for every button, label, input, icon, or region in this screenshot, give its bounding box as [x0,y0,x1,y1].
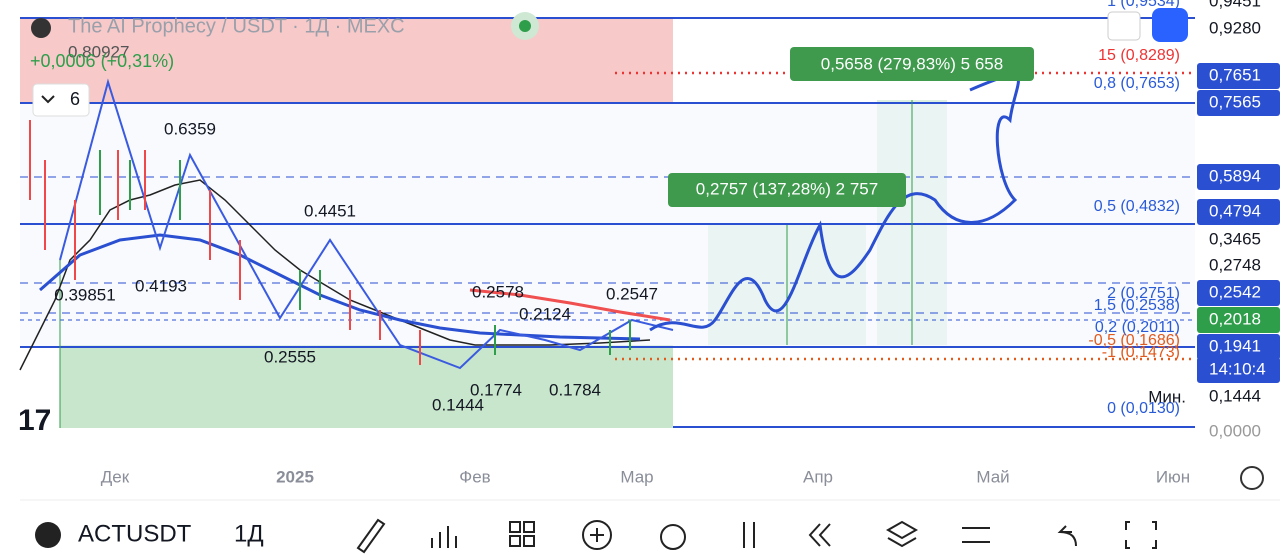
annotation: 0.1774 [470,380,522,399]
annotation: 0.2578 [472,282,524,301]
price-label-box [1197,199,1280,225]
candles [99,150,631,355]
measure-label: 0,2757 (137,28%) 2 757 [696,179,878,198]
price-label: 14:10:4 [1209,359,1266,378]
logo: 17 [18,404,51,437]
toolbar-symbol[interactable]: ACTUSDT [78,520,192,547]
price-label: 0,7651 [1209,65,1261,84]
ma-line [39,233,641,341]
annotation: 0.1784 [549,380,601,399]
fib-label: 0,8 (0,7653) [1094,75,1180,92]
profit-zone [60,345,673,428]
annotation: 0.2555 [264,347,316,366]
annotation: 0.6359 [164,119,216,138]
projection-path [649,74,1020,332]
price-label: 0,0000 [1209,421,1261,440]
symbol-title: The AI Prophecy / USDT · 1Д · MEXC [68,15,405,37]
annotation: 0.39851 [54,285,115,304]
price-label-box [1197,307,1280,333]
price-line [19,179,651,371]
price-label: 0,3465 [1209,229,1261,248]
price-axis: 0,9451 0,9280 0,7651 0,7565 0,5894 0,4794 0,34… [1197,0,1280,440]
price-label-box [1197,280,1280,306]
price-label: 0,7565 [1209,92,1261,111]
fib-label: -1 (0,1473) [1102,344,1180,361]
indicators-toggle[interactable] [32,83,90,117]
loss-zone [20,18,673,103]
time-label: 2025 [276,467,314,486]
price-change: +0,0006 (+0,31%) [30,51,174,71]
toolbar-interval[interactable]: 1Д [234,520,264,547]
measure-box [668,173,906,207]
price-label: 0,5894 [1209,166,1261,185]
fib-label: 15 (0,8289) [1098,47,1180,64]
time-label: Май [976,467,1009,486]
time-label: Дек [101,467,130,486]
time-label: Мар [620,467,653,486]
min-label: Мин. [1148,387,1186,406]
toolbar-icons[interactable] [356,518,1157,554]
price-label-box [1197,357,1280,383]
levels [20,17,1195,428]
price-label: 0,2748 [1209,255,1261,274]
candles [29,120,421,365]
price-label: 0,2542 [1209,282,1261,301]
price-label: 0,1444 [1209,386,1261,405]
measure-label: 0,5658 (279,83%) 5 658 [821,54,1003,73]
symbol-icon [31,18,51,38]
annotation: 0.4451 [304,201,356,220]
fib-label: 1 (0,9534) [1107,0,1180,10]
indicator-count[interactable]: 6 [70,89,80,109]
annotation: 0.4193 [135,276,187,295]
fib-label: 2 (0,2751) [1107,285,1180,302]
annotations: 0.6359 0.4451 0.39851 0.4193 0.2555 0.25… [54,119,658,414]
zigzag [59,78,674,370]
settings-icon[interactable] [1240,466,1264,490]
annotation: 0.2547 [606,284,658,303]
price-label-box [1197,63,1280,89]
price-label: 0,4794 [1209,201,1261,220]
fib-label: 1,5 (0,2538) [1094,297,1180,314]
price-label: 0,9451 [1209,0,1261,10]
symbol-icon [35,522,61,548]
time-axis: Дек 2025 Фев Мар Апр Май Июн [101,467,1190,486]
ma-line [469,288,671,322]
layout-button[interactable] [1152,8,1188,42]
fib-label: 0,5 (0,4832) [1094,198,1180,215]
annotation: 0.2124 [519,304,571,323]
scroll-button[interactable] [1107,11,1141,41]
time-label: Апр [803,467,833,486]
price: 0.80927 [68,42,129,61]
price-label-box [1197,334,1280,360]
chevron [41,95,55,104]
price-label: 0,1941 [1209,336,1261,355]
price-label-box [1197,164,1280,190]
price-label: 0,9280 [1209,18,1261,37]
fib-label: -0,5 (0,1686) [1088,332,1180,349]
time-label: Июн [1156,467,1190,486]
measure-box [790,47,1034,81]
time-label: Фев [459,467,490,486]
annotation: 0.1444 [432,395,484,414]
price-label: 0,2018 [1209,309,1261,328]
status [519,20,531,32]
fib-label: 0,2 (0,2011) [1095,319,1180,336]
fib-label: 0 (0,0130) [1107,400,1180,417]
price-label-box [1197,90,1280,116]
